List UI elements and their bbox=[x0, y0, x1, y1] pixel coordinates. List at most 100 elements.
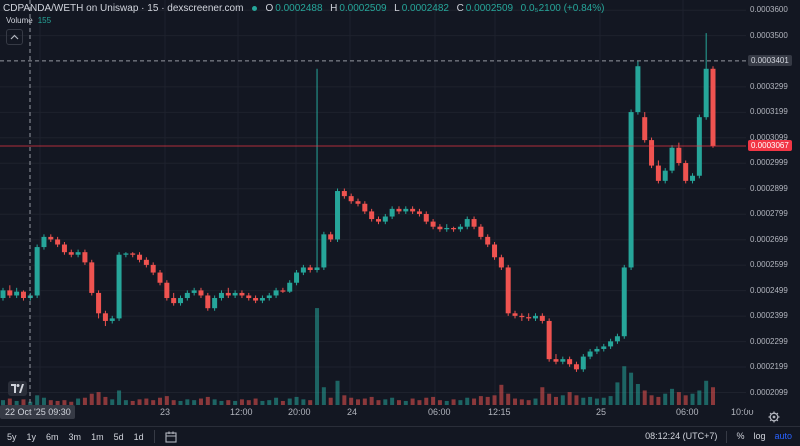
tradingview-logo[interactable] bbox=[8, 381, 27, 396]
candle-body bbox=[89, 262, 95, 293]
range-5d[interactable]: 5d bbox=[113, 431, 124, 442]
candle-body bbox=[7, 290, 13, 296]
volume-bar bbox=[601, 397, 606, 405]
volume-bar bbox=[171, 400, 176, 405]
volume-bar bbox=[362, 398, 367, 405]
time-tick-label: 06:00 bbox=[428, 407, 451, 417]
candle-body bbox=[567, 359, 573, 365]
price-tick-label: 0.0003099 bbox=[750, 132, 788, 142]
candle-body bbox=[178, 298, 183, 304]
volume-bar bbox=[540, 387, 545, 405]
collapse-legend-button[interactable] bbox=[6, 29, 23, 45]
volume-bar bbox=[55, 400, 60, 405]
candle-body bbox=[20, 291, 26, 299]
volume-bar bbox=[117, 390, 122, 405]
volume-bar bbox=[465, 397, 470, 405]
volume-bar bbox=[342, 395, 347, 405]
volume-bar bbox=[690, 393, 695, 405]
candle-body bbox=[348, 196, 354, 202]
volume-bar bbox=[608, 396, 613, 405]
volume-bar bbox=[704, 380, 709, 405]
time-tick-label: 10:00 bbox=[731, 407, 754, 417]
toolbar-divider bbox=[153, 430, 155, 443]
volume-bar bbox=[369, 396, 374, 405]
volume-bar bbox=[458, 400, 463, 405]
candle-body bbox=[341, 191, 347, 197]
volume-bar bbox=[178, 400, 183, 405]
candle-body bbox=[696, 117, 702, 176]
time-tick-label: 23 bbox=[160, 407, 171, 417]
range-1m[interactable]: 1m bbox=[91, 431, 104, 442]
candle-body bbox=[321, 234, 327, 268]
candle-body bbox=[430, 221, 436, 227]
time-axis[interactable]: 23 12:00 20:00 24 06:00 12:15 25 06:00 10:00 bbox=[0, 403, 754, 421]
candle-body bbox=[676, 147, 682, 164]
candle-body bbox=[375, 219, 381, 222]
volume-bar bbox=[7, 398, 12, 405]
volume-bar bbox=[151, 400, 156, 405]
candle-body bbox=[703, 68, 709, 118]
range-1d[interactable]: 1d bbox=[133, 431, 144, 442]
volume-bar bbox=[96, 392, 101, 405]
candle-body bbox=[649, 140, 655, 166]
volume-bar bbox=[472, 398, 477, 405]
price-tick-label: 0.0002499 bbox=[750, 285, 788, 295]
auto-scale-toggle[interactable]: auto bbox=[774, 431, 792, 441]
volume-bar bbox=[649, 395, 654, 405]
candle-body bbox=[642, 117, 648, 141]
crosshair-date-label: 22 Oct '25 09:30 bbox=[0, 405, 75, 419]
candle-body bbox=[335, 191, 341, 240]
candle-body bbox=[314, 267, 320, 270]
candlestick-chart[interactable] bbox=[0, 0, 746, 405]
candle-body bbox=[608, 341, 614, 347]
time-tick-label: 25 bbox=[596, 407, 607, 417]
volume-legend: Volume 155 bbox=[6, 16, 51, 25]
volume-bar bbox=[396, 400, 401, 405]
open-label: O bbox=[265, 2, 274, 14]
candle-body bbox=[273, 290, 279, 296]
candle-body bbox=[287, 282, 293, 292]
range-3m[interactable]: 3m bbox=[68, 431, 82, 442]
price-tick-label: 0.0002399 bbox=[750, 311, 788, 321]
volume-bar bbox=[513, 398, 518, 405]
candle-body bbox=[587, 351, 593, 357]
volume-bar bbox=[41, 397, 46, 405]
candle-body bbox=[628, 112, 634, 268]
candle-body bbox=[512, 313, 518, 316]
candle-body bbox=[485, 236, 491, 245]
volume-bar bbox=[499, 384, 504, 405]
volume-bar bbox=[267, 400, 272, 405]
volume-bar bbox=[260, 400, 265, 405]
candle-body bbox=[218, 292, 224, 299]
price-axis[interactable]: 0.0003600 0.0003500 0.0003299 0.0003199 0.00… bbox=[746, 0, 800, 410]
candle-body bbox=[253, 298, 259, 301]
candle-body bbox=[369, 211, 375, 220]
candle-body bbox=[594, 348, 600, 352]
settings-gear-icon[interactable] bbox=[768, 410, 780, 423]
range-6m[interactable]: 6m bbox=[46, 431, 59, 442]
candle-body bbox=[655, 165, 661, 181]
percent-scale-toggle[interactable]: % bbox=[736, 431, 745, 441]
volume-bar bbox=[424, 397, 429, 405]
price-tick-label: 0.0002999 bbox=[750, 158, 788, 168]
volume-bar bbox=[451, 399, 456, 405]
utc-clock[interactable]: 08:12:24 (UTC+7) bbox=[645, 431, 718, 441]
volume-bar bbox=[76, 398, 81, 405]
candle-body bbox=[519, 315, 525, 318]
candle-body bbox=[614, 336, 620, 342]
time-tick-label: 12:00 bbox=[230, 407, 253, 417]
candle-body bbox=[621, 267, 627, 337]
range-1y[interactable]: 1y bbox=[26, 431, 37, 442]
log-scale-toggle[interactable]: log bbox=[753, 431, 766, 441]
price-tick-label: 0.0002199 bbox=[750, 362, 788, 372]
candle-body bbox=[403, 208, 409, 212]
date-range-calendar-icon[interactable] bbox=[165, 431, 177, 443]
volume-bar bbox=[226, 400, 231, 405]
volume-bar bbox=[28, 401, 33, 405]
volume-bar bbox=[663, 393, 668, 405]
volume-bar bbox=[656, 396, 661, 405]
volume-bar bbox=[308, 400, 313, 405]
volume-bar bbox=[62, 400, 67, 405]
range-5y[interactable]: 5y bbox=[7, 431, 17, 442]
